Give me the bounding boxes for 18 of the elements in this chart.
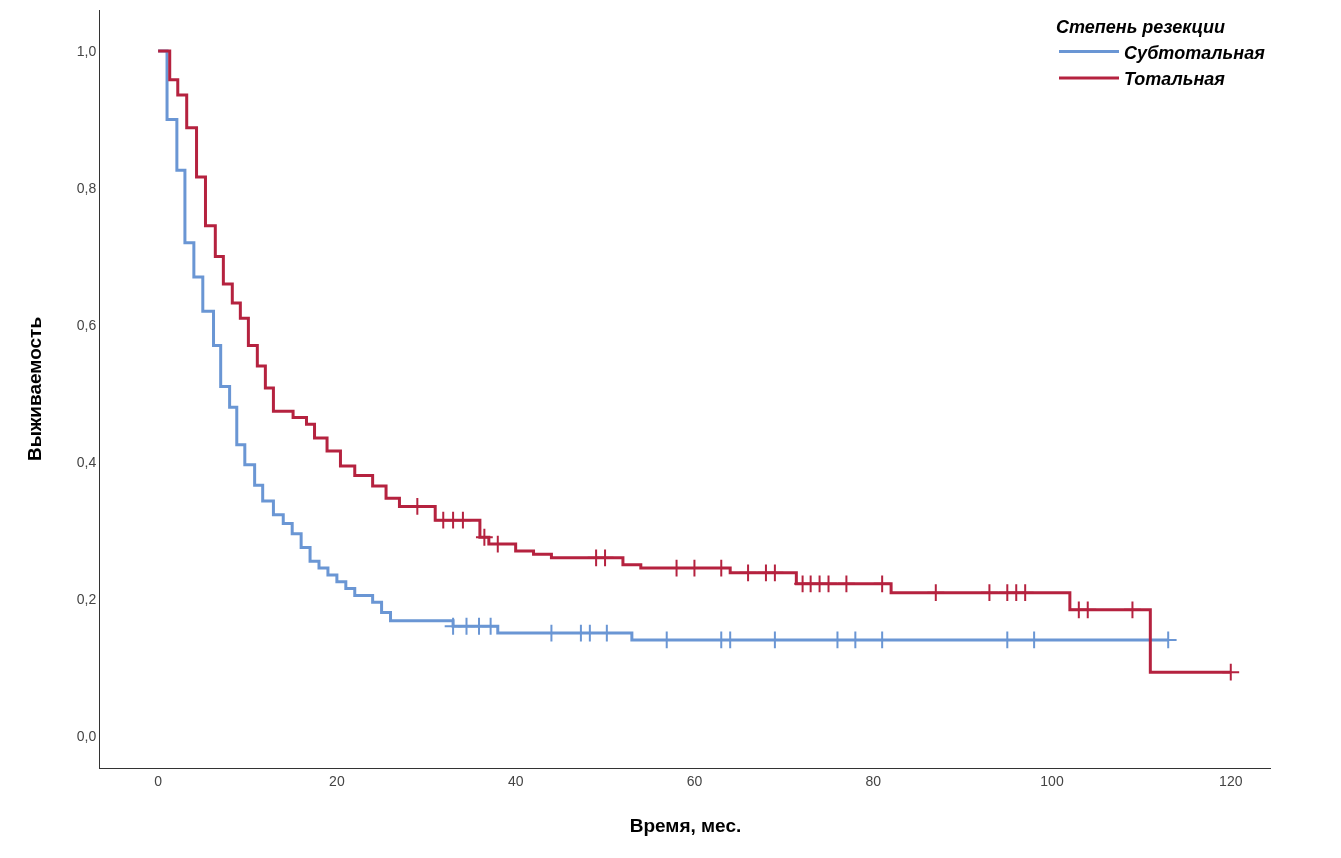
legend-title: Степень резекции	[1056, 17, 1226, 38]
x-tick-label: 0	[154, 772, 163, 789]
y-tick-label: 0,6	[76, 316, 97, 333]
legend-label: Субтотальная	[1124, 42, 1266, 63]
x-tick-label: 60	[686, 772, 703, 789]
y-tick-label: 0,8	[76, 179, 97, 196]
x-axis-title: Время, мес.	[629, 814, 742, 836]
x-tick-label: 80	[865, 772, 882, 789]
legend-label: Тотальная	[1124, 69, 1226, 90]
x-tick-label: 20	[329, 772, 345, 789]
x-tick-label: 100	[1040, 772, 1064, 789]
y-tick-label: 0,4	[76, 453, 97, 470]
y-tick-label: 0,2	[76, 590, 97, 607]
y-tick-label: 0,0	[76, 727, 97, 744]
x-tick-label: 120	[1219, 772, 1243, 789]
y-axis-title: Выживаемость	[23, 316, 45, 462]
y-tick-label: 1,0	[76, 42, 97, 59]
x-tick-label: 40	[507, 772, 524, 789]
